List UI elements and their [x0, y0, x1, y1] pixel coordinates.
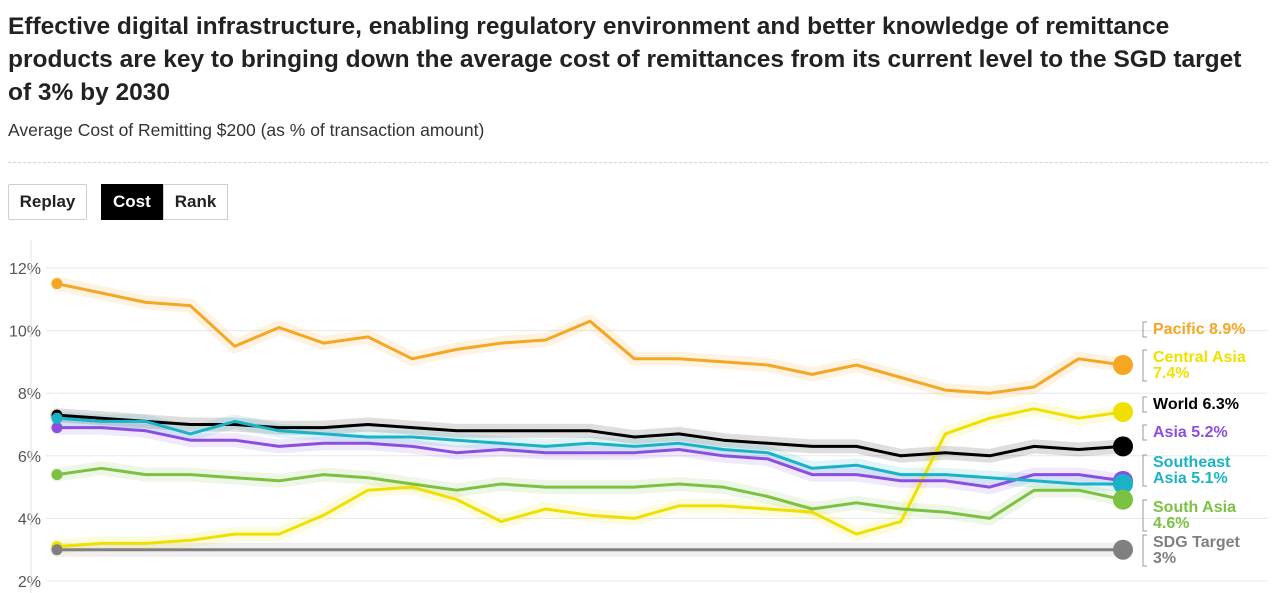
rank-toggle-button[interactable]: Rank [162, 184, 229, 220]
view-toggle: Cost Rank [101, 184, 229, 220]
southeast-asia-end-point[interactable] [1113, 473, 1133, 494]
central-asia-end-point[interactable] [1113, 401, 1133, 422]
y-tick-label: 12% [9, 261, 41, 278]
world-end-label: World 6.3% [1153, 396, 1239, 413]
sdg-target-end-label: SDG Target [1153, 534, 1241, 551]
south-asia-end-label: South Asia [1153, 499, 1236, 516]
y-tick-label: 6% [18, 449, 41, 466]
series-points [51, 278, 1133, 560]
asia-label-bracket [1142, 424, 1147, 441]
southeast-asia-end-label: Southeast [1153, 454, 1231, 471]
south-asia-label-bracket [1142, 499, 1147, 532]
pacific-line [55, 282, 1125, 395]
replay-button[interactable]: Replay [8, 184, 87, 220]
south-asia-line [55, 466, 1125, 520]
pacific-halo [50, 276, 1130, 401]
pacific-label-bracket [1142, 321, 1147, 338]
sdg-target-end-label: 3% [1153, 550, 1176, 567]
y-tick-label: 4% [18, 511, 41, 528]
series-halos [50, 276, 1130, 557]
southeast-asia-start-point [51, 412, 63, 424]
southeast-asia-label-bracket [1142, 454, 1147, 487]
pacific-end-point[interactable] [1113, 355, 1133, 376]
y-tick-label: 10% [9, 324, 41, 341]
world-end-point[interactable] [1113, 436, 1133, 457]
south-asia-end-label: 4.6% [1153, 515, 1189, 532]
south-asia-end-point[interactable] [1113, 489, 1133, 510]
line-chart: 2% 4% 6% 8% 10% 12% Pacific 8.9% Central Asia7… [9, 240, 1268, 593]
central-asia-end-label: Central Asia [1153, 349, 1246, 366]
grid [46, 267, 1268, 582]
south-asia-start-point [51, 469, 63, 481]
central-asia-line [55, 407, 1125, 549]
world-label-bracket [1142, 396, 1147, 413]
chart-title: Effective digital infrastructure, enabli… [8, 13, 1242, 106]
y-tick-label: 8% [18, 386, 41, 403]
central-asia-end-label: 7.4% [1153, 365, 1189, 382]
sdg-target-end-point[interactable] [1113, 539, 1133, 560]
pacific-start-point [51, 278, 63, 290]
world-line [55, 413, 1125, 458]
asia-end-label: Asia 5.2% [1153, 424, 1228, 441]
y-tick-label: 2% [18, 574, 41, 591]
chart-subtitle: Average Cost of Remitting $200 (as % of … [8, 120, 485, 140]
asia-start-point [51, 422, 63, 434]
series-lines [55, 282, 1125, 552]
asia-line [55, 426, 1125, 489]
sdg-target-start-point [51, 544, 63, 556]
pacific-end-label: Pacific 8.9% [1153, 321, 1246, 338]
sdg-target-label-bracket [1142, 534, 1147, 567]
header-divider [8, 162, 1268, 163]
cost-toggle-button[interactable]: Cost [101, 184, 163, 220]
southeast-asia-line [55, 416, 1125, 486]
central-asia-label-bracket [1142, 349, 1147, 382]
y-axis: 2% 4% 6% 8% 10% 12% [9, 240, 41, 593]
southeast-asia-end-label: Asia 5.1% [1153, 470, 1228, 487]
